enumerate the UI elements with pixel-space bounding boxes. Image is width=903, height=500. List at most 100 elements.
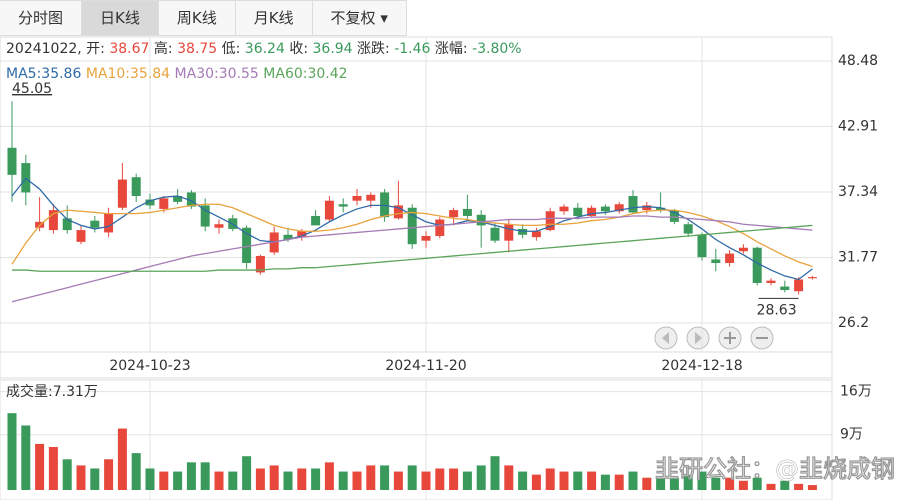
ma-legend: MA5:35.86 MA10:35.84 MA30:30.55 MA60:30.…: [6, 66, 348, 82]
y-tick-label: 26.2: [838, 315, 869, 331]
volume-bar: [186, 462, 196, 490]
volume-bar: [62, 459, 72, 490]
info-label: 涨跌:: [357, 41, 390, 57]
candle-body: [7, 147, 17, 175]
price-panel: [0, 36, 833, 379]
candle-body: [697, 234, 707, 258]
candle-body: [255, 255, 265, 273]
volume-tick-label: 16万: [840, 384, 872, 400]
candle-body: [186, 192, 196, 207]
candle-body: [366, 194, 376, 201]
y-tick-label: 37.34: [838, 184, 878, 200]
candle-body: [531, 231, 541, 238]
info-value: 38.75: [177, 41, 217, 57]
tab-bar: 分时图 日K线 周K线 月K线 不复权 ▾: [0, 0, 903, 36]
candle-body: [780, 286, 790, 291]
volume-bar: [407, 465, 417, 490]
candle-body: [311, 215, 321, 226]
volume-bar: [352, 471, 362, 490]
volume-bar: [490, 456, 500, 490]
info-label: 收:: [289, 41, 308, 57]
volume-bar: [297, 468, 307, 490]
candle-body: [214, 224, 224, 228]
volume-bar: [518, 471, 528, 490]
volume-bar: [104, 459, 114, 490]
info-date: 20241022,: [6, 41, 82, 57]
candle-body: [407, 207, 417, 245]
volume-bar: [228, 471, 238, 490]
tab[interactable]: 不复权 ▾: [312, 0, 407, 36]
volume-bar: [21, 425, 31, 490]
volume-bar: [131, 453, 141, 490]
volume-bar: [90, 468, 100, 490]
candle-body: [117, 179, 127, 208]
info-label: 开:: [86, 41, 105, 57]
volume-bar: [7, 413, 17, 490]
candle-body: [559, 206, 569, 212]
volume-bar: [683, 474, 693, 490]
candle-body: [145, 199, 155, 206]
tab[interactable]: 分时图: [0, 0, 83, 36]
x-tick-label: 2024-10-23: [109, 358, 190, 374]
legend-entry: MA5:35.86: [6, 66, 81, 82]
volume-bar: [656, 477, 666, 490]
volume-bar: [462, 471, 472, 490]
volume-bar: [283, 471, 293, 490]
candle-body: [573, 207, 583, 216]
volume-bar: [48, 446, 58, 490]
candle-body: [725, 253, 735, 264]
candle-body: [600, 206, 610, 212]
info-value: -1.46: [394, 41, 430, 57]
candle-body: [62, 218, 72, 231]
candle-body: [297, 231, 307, 238]
volume-bar: [711, 477, 721, 490]
volume-bar: [780, 480, 790, 490]
candle-body: [421, 235, 431, 241]
y-tick-label: 31.77: [838, 249, 878, 265]
x-tick-label: 2024-12-18: [661, 358, 742, 374]
volume-bar: [145, 468, 155, 490]
volume-bar: [324, 462, 334, 490]
candle-body: [752, 247, 762, 283]
volume-bar: [697, 471, 707, 490]
candle-body: [669, 210, 679, 222]
volume-bar: [173, 471, 183, 490]
candle-body: [738, 247, 748, 252]
volume-bar: [242, 456, 252, 490]
max-label: 45.05: [12, 81, 52, 97]
volume-bar: [338, 471, 348, 490]
ma-line: [11, 177, 813, 281]
volume-bar: [752, 477, 762, 490]
volume-bar: [545, 468, 555, 490]
candle-body: [76, 230, 86, 242]
info-label: 低:: [222, 41, 241, 57]
volume-tick-label: 9万: [840, 427, 863, 443]
legend-entry: MA30:30.55: [175, 66, 259, 82]
volume-bar: [159, 471, 169, 490]
nav-buttons[interactable]: [654, 326, 774, 350]
volume-bar: [449, 468, 459, 490]
info-label: 高:: [154, 40, 173, 57]
candle-body: [614, 204, 624, 212]
legend-entry: MA60:30.42: [263, 66, 347, 82]
volume-title: 成交量:7.31万: [6, 383, 98, 400]
candle-body: [435, 219, 445, 236]
candle-body: [200, 205, 210, 227]
volume-bar: [794, 483, 804, 490]
tab[interactable]: 月K线: [235, 0, 313, 36]
volume-bar: [642, 477, 652, 490]
candle-body: [807, 277, 817, 279]
info-value: 36.94: [313, 41, 353, 57]
volume-bar: [255, 468, 265, 490]
candle-body: [628, 195, 638, 213]
volume-bar: [214, 471, 224, 490]
ma-line: [11, 215, 813, 303]
candle-body: [462, 208, 472, 216]
candle-body: [338, 204, 348, 207]
min-label: 28.63: [757, 302, 797, 318]
candle-body: [173, 195, 183, 202]
tab[interactable]: 周K线: [158, 0, 236, 36]
arrow-icons: [662, 332, 702, 344]
tab[interactable]: 日K线: [82, 0, 159, 36]
